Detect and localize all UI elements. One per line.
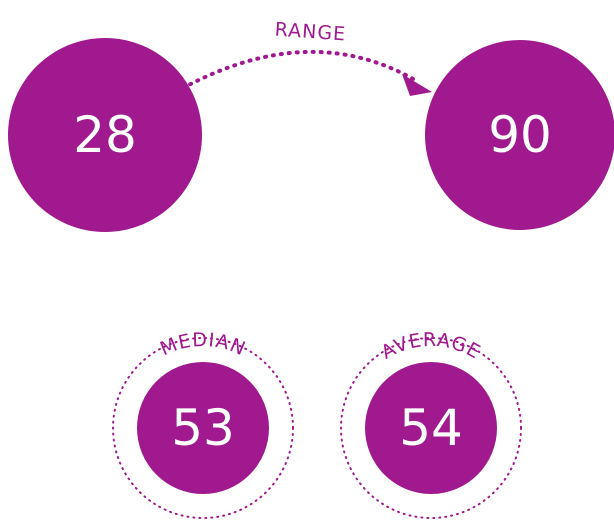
- average-circle: [365, 362, 497, 494]
- range-to: 90: [488, 106, 552, 164]
- average-value: 54: [399, 399, 463, 457]
- range-to-circle: [425, 40, 614, 230]
- median-value: 53: [171, 399, 235, 457]
- range-arrow: [181, 50, 417, 90]
- arrow-head: [402, 74, 432, 96]
- range-from: 28: [73, 106, 137, 164]
- range-label: RANGE: [274, 19, 347, 46]
- median-label: MEDIAN: [157, 329, 249, 360]
- range-from-circle: [8, 38, 202, 232]
- median-ring: [112, 337, 294, 519]
- median-circle: [137, 362, 269, 494]
- median-label-path: MEDIAN: [157, 329, 248, 360]
- average-ring: [340, 337, 522, 519]
